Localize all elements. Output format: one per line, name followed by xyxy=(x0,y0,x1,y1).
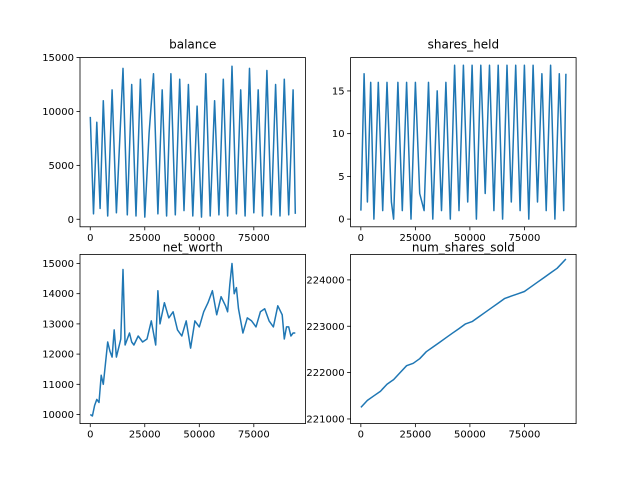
panel-num-shares-sold: 0 25000 50000 75000 221000 222000 223000 224000… xyxy=(306,240,577,441)
y-tick-label-2-5: 15000 xyxy=(42,259,74,270)
axes-frame-1 xyxy=(350,57,577,228)
y-tick-label-1-2: 10 xyxy=(332,129,345,140)
y-tick-label-0-2: 10000 xyxy=(42,107,74,118)
y-tick-label-2-3: 13000 xyxy=(42,319,74,330)
panel-title-shares-held: shares_held xyxy=(428,38,499,52)
x-tick-label-2-3: 75000 xyxy=(238,430,270,441)
y-tick-label-1-0: 0 xyxy=(338,215,344,226)
y-tick-label-1-1: 5 xyxy=(338,172,344,183)
x-tick-label-2-2: 50000 xyxy=(183,430,215,441)
y-tick-label-3-2: 223000 xyxy=(306,322,344,333)
x-tick-label-3-2: 50000 xyxy=(454,430,486,441)
x-tick-label-1-3: 75000 xyxy=(509,233,541,244)
y-tick-label-3-0: 221000 xyxy=(306,414,344,425)
x-tick-label-0-2: 50000 xyxy=(183,233,215,244)
x-tick-label-2-0: 0 xyxy=(87,430,93,441)
panel-net-worth: 0 25000 50000 75000 10000 11000 12000 13000 1400… xyxy=(42,240,306,441)
x-tick-label-3-3: 75000 xyxy=(509,430,541,441)
y-tick-label-1-3: 15 xyxy=(332,86,345,97)
panel-title-balance: balance xyxy=(169,38,216,52)
y-tick-label-0-1: 5000 xyxy=(49,161,74,172)
x-tick-label-0-1: 25000 xyxy=(129,233,161,244)
axes-frame-2 xyxy=(79,253,306,424)
series-line-0-0 xyxy=(89,65,297,218)
x-tick-label-3-0: 0 xyxy=(358,430,364,441)
panel-balance: 0 25000 50000 75000 0 5000 10000 15000 balance xyxy=(42,38,306,244)
y-tick-label-2-4: 14000 xyxy=(42,289,74,300)
x-tick-label-1-1: 25000 xyxy=(399,233,431,244)
y-tick-label-2-2: 12000 xyxy=(42,350,74,361)
x-tick-label-0-3: 75000 xyxy=(238,233,270,244)
y-tick-label-2-1: 11000 xyxy=(42,380,74,391)
axes-frame-3 xyxy=(350,253,577,424)
series-line-3-0 xyxy=(360,258,567,408)
x-tick-label-2-1: 25000 xyxy=(129,430,161,441)
y-tick-label-3-3: 224000 xyxy=(306,275,344,286)
series-line-2-0 xyxy=(89,262,296,417)
y-tick-label-3-1: 222000 xyxy=(306,368,344,379)
series-line-1-0 xyxy=(360,64,567,220)
x-tick-label-1-0: 0 xyxy=(358,233,364,244)
axes-frame-0 xyxy=(79,57,306,228)
y-tick-label-2-0: 10000 xyxy=(42,410,74,421)
panel-title-num-shares-sold: num_shares_sold xyxy=(412,240,515,254)
panel-shares-held: 0 25000 50000 75000 0 5 10 15 shares_held xyxy=(332,38,577,244)
x-tick-label-0-0: 0 xyxy=(87,233,93,244)
y-tick-label-0-0: 0 xyxy=(68,215,74,226)
panel-title-net-worth: net_worth xyxy=(163,240,223,254)
x-tick-label-1-2: 50000 xyxy=(454,233,486,244)
y-tick-label-0-3: 15000 xyxy=(42,53,74,64)
x-tick-label-3-1: 25000 xyxy=(399,430,431,441)
